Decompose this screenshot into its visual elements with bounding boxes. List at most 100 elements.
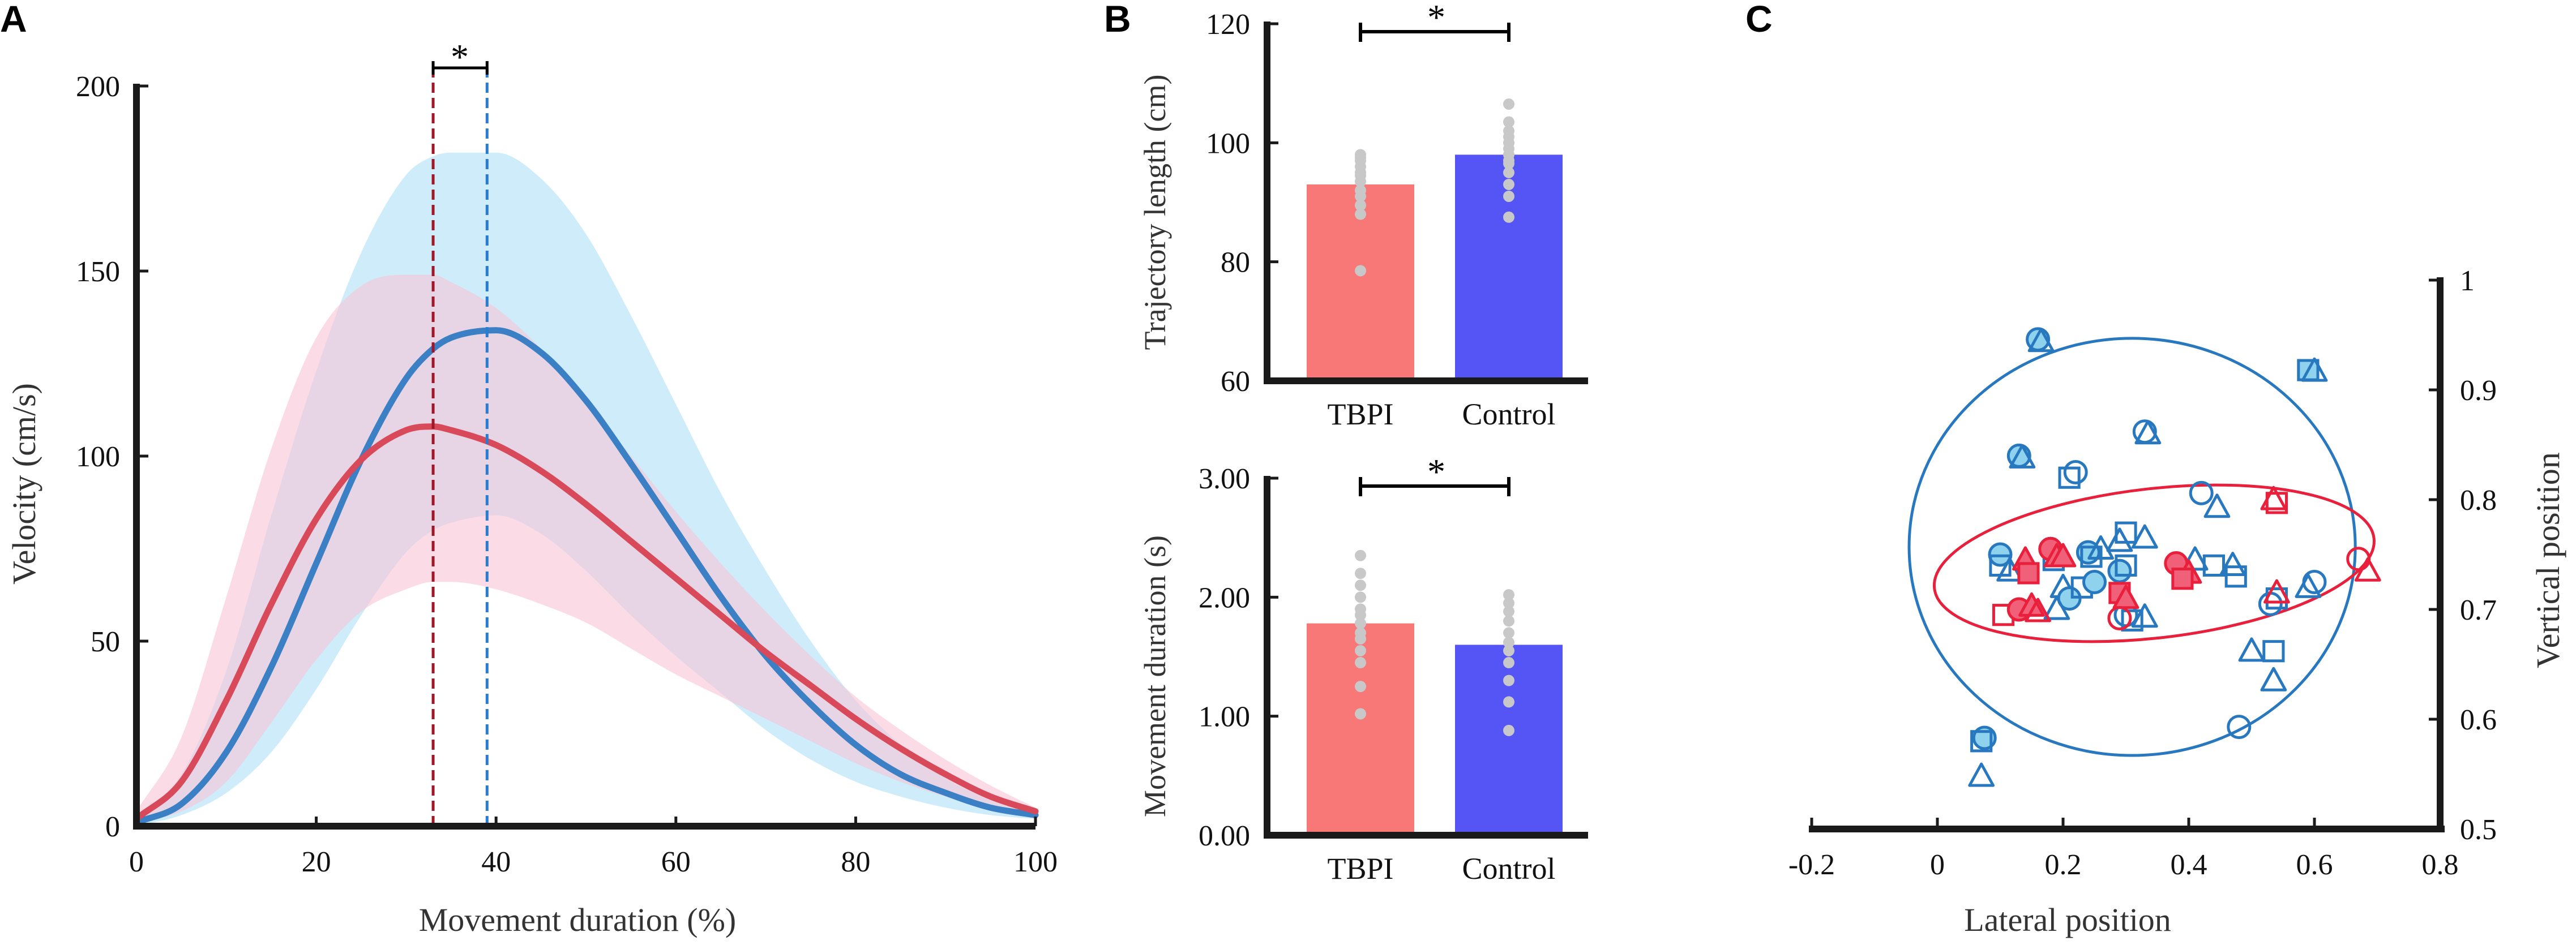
control-square-marker [2115, 521, 2137, 544]
control-square-marker [2202, 554, 2226, 577]
control-triangle-marker [2027, 328, 2055, 353]
control-square-marker [2115, 554, 2137, 577]
data-point-tbpi [1355, 184, 1366, 196]
control-triangle-marker [2106, 527, 2133, 552]
panel-c-y-tick-label: 0.5 [2460, 814, 2497, 846]
data-point-control [1503, 116, 1514, 128]
data-point-tbpi [1355, 568, 1366, 579]
panel-a-y-tick-label: 50 [91, 626, 120, 658]
control-circle-marker [2189, 480, 2214, 505]
velocity-lines [133, 327, 1039, 826]
control-triangle-marker [2043, 595, 2070, 620]
control-circle-marker [2063, 460, 2088, 484]
y-tick-label: 1.00 [1199, 701, 1250, 733]
panel-a-y-tick-label: 150 [76, 256, 120, 288]
velocity-line-tbpi [133, 423, 1039, 822]
tbpi-square-marker [2265, 492, 2288, 514]
trajectory-bars [1307, 23, 1563, 381]
y-tick-label: 80 [1221, 247, 1250, 279]
panel-a-x-tick-label: 100 [1013, 846, 1058, 878]
panel-b-bottom-category-tbpi: TBPI [1327, 852, 1393, 886]
data-point-control [1503, 211, 1514, 223]
data-point-tbpi [1355, 208, 1366, 220]
y-tick-label: 120 [1206, 8, 1250, 41]
y-tick-label: 2.00 [1199, 582, 1250, 614]
control-triangle-marker [2009, 444, 2036, 469]
panel-c-x-axis-title: Lateral position [1964, 901, 2171, 938]
data-point-control [1503, 605, 1514, 617]
panel-b-trajectory-chart: 60 80 100 120 Trajectory length (cm) TBPI C… [1138, 0, 1588, 431]
tbpi-confidence-ellipse [1932, 483, 2376, 643]
panel-b-bottom-significance-star: * [1427, 452, 1445, 492]
data-point-control [1503, 190, 1514, 202]
panel-c-x-tick-label: 0.2 [2045, 849, 2082, 881]
data-point-control [1503, 125, 1514, 137]
control-triangle-marker [1968, 762, 1995, 787]
panel-a-x-tick-label: 0 [129, 846, 144, 878]
tbpi-triangle-marker [2263, 579, 2290, 604]
data-point-control [1503, 724, 1514, 736]
panel-a-x-tick-label: 80 [841, 846, 870, 878]
data-point-control [1503, 657, 1514, 669]
panel-a-x-tick-label: 20 [302, 846, 331, 878]
panel-c-y-tick-label: 0.6 [2460, 704, 2497, 736]
control-triangle-marker [2181, 546, 2209, 571]
panel-a-significance-star: * [451, 37, 469, 77]
peak-markers [431, 61, 489, 826]
panel-label-b: B [1104, 0, 1131, 40]
panel-a-y-tick-label: 200 [76, 71, 120, 103]
bar-control [1455, 645, 1563, 835]
panel-a-y-tick-label: 100 [76, 441, 120, 473]
panel-c-x-tick-label: 0.8 [2422, 849, 2459, 881]
control-square-marker [2121, 609, 2143, 632]
control-triangle-marker [2301, 357, 2328, 382]
data-point-control [1503, 597, 1514, 609]
control-triangle-marker [2087, 535, 2114, 560]
data-point-tbpi [1355, 591, 1366, 603]
panel-b-top-significance-star: * [1427, 0, 1445, 37]
panel-a-x-tick-label: 40 [481, 846, 511, 878]
tbpi-triangle-marker [2354, 557, 2381, 582]
panel-b-top-axes: 60 80 100 120 [1206, 8, 1588, 398]
panel-c-axes: -0.2 0 0.2 0.4 0.6 0.80.50.60.70.80.91 [1788, 265, 2497, 881]
panel-c-x-tick-label: 0.4 [2171, 849, 2207, 881]
y-tick-label: 0.00 [1199, 820, 1250, 852]
panel-b-bottom-y-axis-title: Movement duration (s) [1138, 535, 1172, 817]
control-triangle-marker [2238, 637, 2265, 662]
data-point-control [1503, 589, 1514, 601]
panel-a-x-axis-title: Movement duration (%) [419, 901, 737, 938]
tbpi-triangle-marker [2018, 592, 2045, 617]
panel-c-y-tick-label: 0.8 [2460, 484, 2497, 517]
control-triangle-marker [2295, 573, 2322, 598]
data-point-control [1503, 645, 1514, 656]
data-point-control [1503, 696, 1514, 708]
panel-b-top-y-axis-title: Trajectory length (cm) [1138, 75, 1172, 350]
control-confidence-ellipse [1907, 337, 2357, 757]
panel-label-a: A [0, 0, 27, 40]
data-point-tbpi [1355, 657, 1366, 669]
panel-c-x-tick-label: 0.6 [2296, 849, 2333, 881]
panel-b-bottom-category-control: Control [1462, 852, 1555, 886]
control-triangle-marker [2131, 603, 2158, 628]
panel-c-y-tick-label: 1 [2460, 265, 2475, 297]
tbpi-triangle-marker [2025, 598, 2051, 622]
panel-a-velocity-chart: 0 20 40 60 80 100 0 50 100 150 200 Movement durati… [6, 37, 1058, 938]
panel-c-position-scatter: -0.2 0 0.2 0.4 0.6 0.80.50.60.70.80.91 Latera… [1788, 265, 2566, 938]
panel-b-top-category-tbpi: TBPI [1327, 397, 1393, 431]
control-triangle-marker [2260, 667, 2287, 691]
control-square-marker [1970, 730, 1993, 753]
control-circle-marker [2227, 715, 2252, 740]
y-tick-label: 100 [1206, 127, 1250, 160]
panel-b-duration-chart: 0.00 1.00 2.00 3.00 Movement duration (s) T… [1138, 452, 1588, 886]
control-triangle-marker [2219, 552, 2246, 577]
panel-a-y-tick-label: 0 [105, 811, 120, 843]
control-circle-marker [2082, 570, 2107, 594]
data-point-tbpi [1355, 627, 1366, 639]
panel-a-y-axis-title: Velocity (cm/s) [6, 383, 42, 585]
data-point-control [1503, 675, 1514, 686]
panel-c-x-tick-label: 0 [1930, 849, 1945, 881]
control-square-marker [2262, 640, 2285, 663]
data-point-control [1503, 637, 1514, 648]
control-square-marker [2224, 565, 2247, 588]
